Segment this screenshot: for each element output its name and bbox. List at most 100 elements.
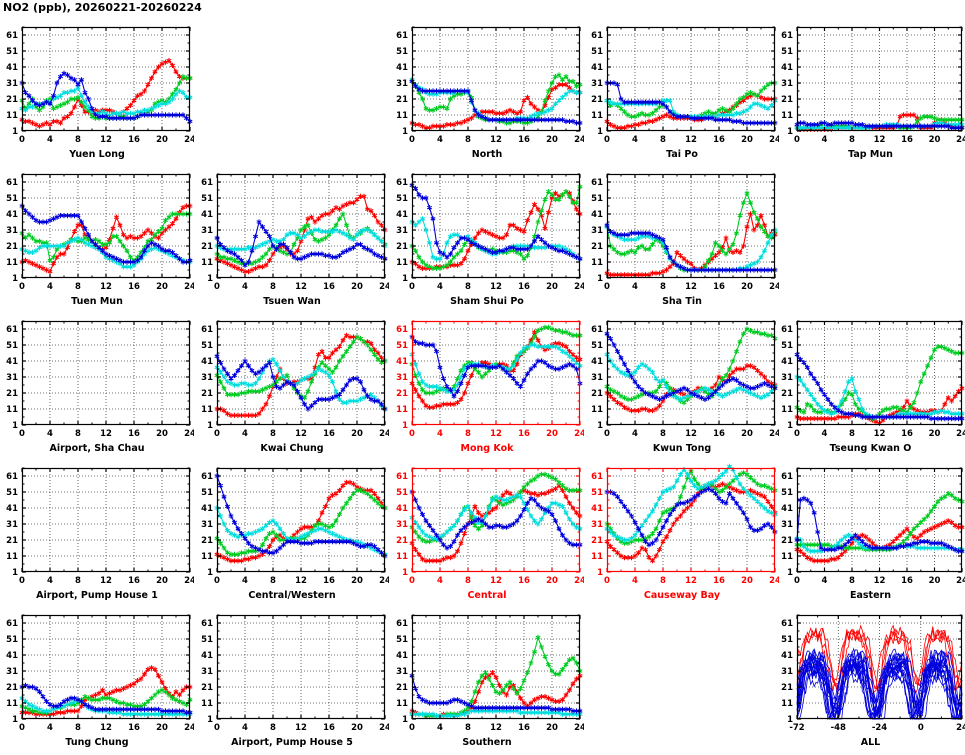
svg-text:4: 4	[47, 135, 53, 145]
panel-title: Tsuen Wan	[263, 296, 321, 307]
panel-title: Tuen Mun	[71, 296, 123, 307]
panel-title: Tung Chung	[65, 737, 129, 748]
svg-text:31: 31	[591, 226, 603, 236]
svg-text:12: 12	[490, 282, 502, 292]
station-panel-all: 1 11 21 31 41 51 61 -72 -48 -24 0 24 ALL	[775, 602, 965, 748]
svg-text:8: 8	[75, 576, 81, 586]
svg-text:21: 21	[396, 95, 408, 105]
svg-text:16: 16	[128, 429, 140, 439]
svg-text:16: 16	[901, 135, 913, 145]
svg-text:41: 41	[6, 357, 18, 367]
svg-text:41: 41	[201, 210, 213, 220]
svg-text:31: 31	[396, 79, 408, 89]
svg-text:12: 12	[490, 576, 502, 586]
svg-text:31: 31	[396, 226, 408, 236]
svg-text:12: 12	[100, 282, 112, 292]
svg-text:-48: -48	[831, 723, 846, 733]
svg-text:31: 31	[6, 79, 18, 89]
svg-text:8: 8	[75, 135, 81, 145]
svg-text:4: 4	[437, 576, 443, 586]
svg-text:20: 20	[929, 429, 941, 439]
svg-text:16: 16	[128, 282, 140, 292]
svg-text:8: 8	[660, 135, 666, 145]
svg-text:8: 8	[75, 429, 81, 439]
panel-title: Causeway Bay	[643, 590, 721, 601]
svg-text:20: 20	[156, 429, 168, 439]
svg-text:31: 31	[396, 667, 408, 677]
svg-text:1: 1	[402, 715, 408, 725]
svg-text:0: 0	[214, 576, 220, 586]
svg-text:41: 41	[396, 63, 408, 73]
svg-text:41: 41	[781, 357, 793, 367]
station-panel-tai-po: 1 11 21 31 41 51 61 0 4 8 12 16 20 24 Tai Po	[585, 14, 779, 160]
svg-text:16: 16	[713, 135, 725, 145]
svg-text:20: 20	[741, 135, 753, 145]
svg-text:1: 1	[12, 715, 18, 725]
svg-text:20: 20	[351, 723, 363, 733]
svg-text:20: 20	[741, 282, 753, 292]
station-panel-kwun-tong: 1 11 21 31 41 51 61 0 4 8 12 16 20 24 Kwun Tong	[585, 308, 779, 454]
svg-text:31: 31	[781, 520, 793, 530]
svg-text:41: 41	[6, 63, 18, 73]
panel-title: Sha Tin	[662, 296, 702, 307]
svg-text:12: 12	[874, 576, 886, 586]
svg-text:61: 61	[6, 178, 18, 188]
svg-text:51: 51	[6, 635, 18, 645]
svg-text:1: 1	[787, 715, 793, 725]
svg-text:1: 1	[597, 568, 603, 578]
svg-text:61: 61	[781, 619, 793, 629]
svg-text:21: 21	[6, 242, 18, 252]
station-panel-tseung-kwan-o: 1 11 21 31 41 51 61 0 4 8 12 16 20 24 Tseung Kwan O	[775, 308, 965, 454]
svg-text:16: 16	[518, 135, 530, 145]
svg-text:24: 24	[574, 282, 584, 292]
svg-text:41: 41	[781, 63, 793, 73]
svg-text:21: 21	[396, 242, 408, 252]
svg-text:1: 1	[402, 127, 408, 137]
svg-text:21: 21	[201, 242, 213, 252]
svg-text:4: 4	[47, 429, 53, 439]
svg-text:16: 16	[518, 576, 530, 586]
svg-text:31: 31	[781, 373, 793, 383]
svg-text:51: 51	[201, 341, 213, 351]
svg-text:21: 21	[201, 683, 213, 693]
svg-text:20: 20	[546, 135, 558, 145]
svg-text:0: 0	[409, 429, 415, 439]
svg-text:11: 11	[396, 258, 408, 268]
svg-text:-24: -24	[872, 723, 887, 733]
svg-text:51: 51	[6, 341, 18, 351]
svg-text:41: 41	[591, 504, 603, 514]
svg-text:24: 24	[184, 429, 194, 439]
svg-text:61: 61	[201, 178, 213, 188]
svg-text:41: 41	[6, 504, 18, 514]
svg-text:0: 0	[794, 135, 800, 145]
svg-text:41: 41	[396, 210, 408, 220]
svg-text:4: 4	[632, 429, 638, 439]
svg-text:1: 1	[12, 421, 18, 431]
svg-text:61: 61	[396, 619, 408, 629]
svg-text:24: 24	[769, 576, 779, 586]
svg-text:8: 8	[660, 576, 666, 586]
svg-text:4: 4	[47, 282, 53, 292]
svg-text:24: 24	[184, 135, 194, 145]
svg-text:0: 0	[409, 723, 415, 733]
svg-text:16: 16	[323, 723, 335, 733]
svg-text:12: 12	[490, 429, 502, 439]
station-panel-central-western: 1 11 21 31 41 51 61 0 4 8 12 16 20 24 Central/Western	[195, 455, 389, 601]
svg-text:20: 20	[156, 135, 168, 145]
panel-title: Yuen Long	[69, 149, 125, 160]
svg-text:12: 12	[874, 429, 886, 439]
svg-text:11: 11	[781, 552, 793, 562]
station-panel-central: 1 11 21 31 41 51 61 0 4 8 12 16 20 24 Central	[390, 455, 584, 601]
svg-text:1: 1	[12, 127, 18, 137]
panel-title: Southern	[462, 737, 512, 748]
svg-text:24: 24	[769, 282, 779, 292]
svg-text:21: 21	[201, 389, 213, 399]
svg-text:16: 16	[128, 723, 140, 733]
panel-title: Sham Shui Po	[450, 296, 524, 307]
svg-text:12: 12	[100, 429, 112, 439]
svg-text:21: 21	[396, 389, 408, 399]
svg-text:12: 12	[295, 723, 307, 733]
svg-text:51: 51	[396, 47, 408, 57]
svg-text:4: 4	[632, 576, 638, 586]
svg-text:0: 0	[604, 576, 610, 586]
